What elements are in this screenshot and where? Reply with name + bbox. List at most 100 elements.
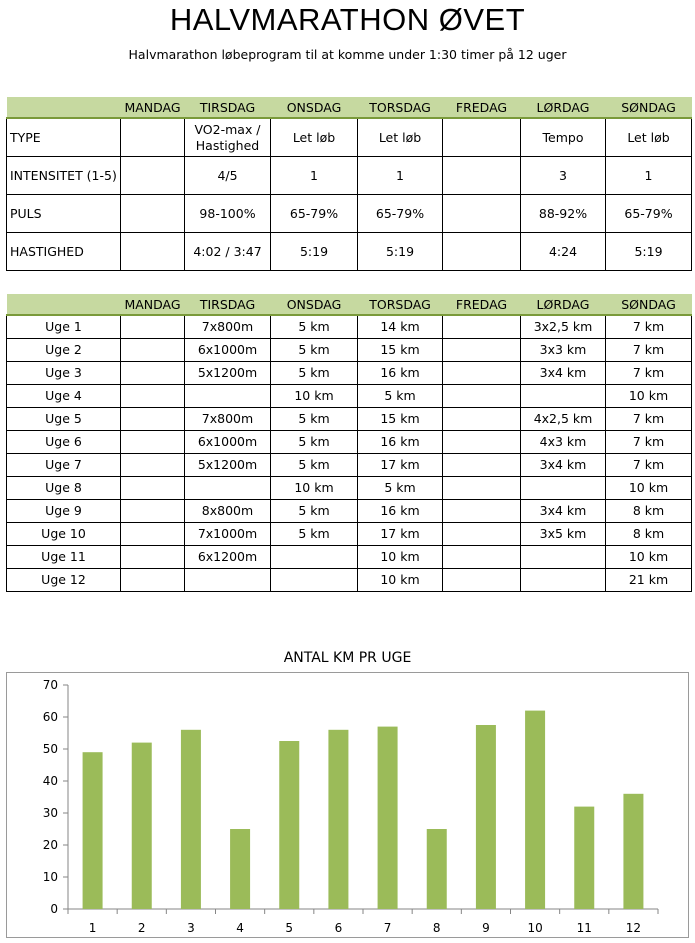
table-cell: 7 km	[605, 453, 692, 477]
row-label: HASTIGHED	[6, 232, 121, 271]
x-tick-label: 3	[187, 921, 195, 935]
table-cell: 1	[270, 156, 358, 195]
table-cell: 8 km	[605, 522, 692, 546]
table-cell: 6x1200m	[184, 545, 271, 569]
y-tick-label: 20	[43, 838, 58, 852]
table-cell: 5x1200m	[184, 361, 271, 385]
bar-week-6	[328, 729, 349, 909]
y-tick-label: 0	[50, 902, 58, 916]
x-tick-label: 10	[527, 921, 542, 935]
table-cell	[120, 156, 185, 195]
table-cell: 3x4 km	[520, 361, 606, 385]
x-tick-label: 5	[285, 921, 293, 935]
table-cell: 5:19	[270, 232, 358, 271]
table-cell	[120, 361, 185, 385]
table-row: Uge 12 10 km 21 km	[6, 568, 692, 592]
table-cell: 5 km	[270, 453, 358, 477]
table-row: HASTIGHED 4:02 / 3:47 5:19 5:19 4:24 5:19	[6, 232, 692, 271]
table-cell: 7 km	[605, 361, 692, 385]
x-tick-label: 9	[482, 921, 490, 935]
table-cell: VO2-max / Hastighed	[184, 117, 271, 157]
x-tick-label: 8	[433, 921, 441, 935]
table-row: Uge 8 10 km 5 km 10 km	[6, 476, 692, 500]
y-tick-label: 10	[43, 870, 58, 884]
page-subtitle: Halvmarathon løbeprogram til at komme un…	[128, 47, 567, 62]
table-cell: 3x4 km	[520, 453, 606, 477]
table-cell: 15 km	[357, 338, 443, 362]
table-row: Uge 6 6x1000m 5 km 16 km 4x3 km 7 km	[6, 430, 692, 454]
weeks-table: MANDAG TIRSDAG ONSDAG TORSDAG FREDAG LØRDAG SØ…	[6, 294, 692, 592]
table-row: Uge 3 5x1200m 5 km 16 km 3x4 km 7 km	[6, 361, 692, 385]
table-cell	[120, 232, 185, 271]
table-cell: 21 km	[605, 568, 692, 592]
table-cell: 10 km	[605, 476, 692, 500]
intensity-header-blank	[6, 97, 121, 119]
table-cell: 5 km	[270, 499, 358, 523]
row-label: INTENSITET (1-5)	[6, 156, 121, 195]
intensity-body: TYPE VO2-max / Hastighed Let løb Let løb Tem…	[6, 117, 692, 271]
bar-week-11	[574, 806, 595, 909]
table-cell	[442, 476, 521, 500]
row-label: PULS	[6, 194, 121, 233]
table-cell: 7x1000m	[184, 522, 271, 546]
table-cell: 3x3 km	[520, 338, 606, 362]
table-cell	[120, 568, 185, 592]
row-label: Uge 6	[6, 430, 121, 454]
row-label: Uge 7	[6, 453, 121, 477]
row-label: Uge 11	[6, 545, 121, 569]
bar-week-8	[426, 829, 447, 909]
weeks-header-day: TIRSDAG	[184, 294, 271, 316]
table-cell	[442, 568, 521, 592]
x-tick-label: 6	[335, 921, 343, 935]
row-label: Uge 3	[6, 361, 121, 385]
bar-week-9	[475, 725, 496, 909]
y-tick-label: 70	[43, 678, 58, 692]
table-row: TYPE VO2-max / Hastighed Let løb Let løb Tem…	[6, 117, 692, 157]
row-label: Uge 1	[6, 314, 121, 339]
table-cell: 7x800m	[184, 407, 271, 431]
table-cell	[520, 384, 606, 408]
table-cell: 5:19	[357, 232, 443, 271]
table-cell	[120, 407, 185, 431]
table-cell	[442, 430, 521, 454]
table-cell: 3x2,5 km	[520, 314, 606, 339]
table-cell	[442, 361, 521, 385]
table-cell: 5 km	[270, 314, 358, 339]
table-row: Uge 4 10 km 5 km 10 km	[6, 384, 692, 408]
bar-week-3	[180, 729, 201, 909]
page-title: HALVMARATHON ØVET	[169, 2, 526, 37]
intensity-table: MANDAG TIRSDAG ONSDAG TORSDAG FREDAG LØRDAG SØ…	[6, 97, 692, 271]
row-label: Uge 10	[6, 522, 121, 546]
bar-week-12	[623, 793, 644, 909]
weeks-header-blank	[6, 294, 121, 316]
table-cell: Let løb	[605, 117, 692, 157]
table-cell: 4:02 / 3:47	[184, 232, 271, 271]
table-cell	[270, 568, 358, 592]
intensity-header-day: ONSDAG	[270, 97, 358, 119]
table-cell	[442, 522, 521, 546]
table-cell: 17 km	[357, 522, 443, 546]
x-tick-label: 1	[89, 921, 97, 935]
table-cell	[442, 499, 521, 523]
bar-week-5	[279, 741, 300, 909]
table-cell: 10 km	[357, 545, 443, 569]
row-label: TYPE	[6, 117, 121, 157]
table-cell	[184, 384, 271, 408]
bar-week-10	[525, 710, 546, 909]
table-cell: 10 km	[270, 384, 358, 408]
y-tick-label: 60	[43, 710, 58, 724]
table-cell: 5:19	[605, 232, 692, 271]
y-tick-label: 40	[43, 774, 58, 788]
x-tick-label: 7	[384, 921, 392, 935]
table-cell: 5 km	[270, 407, 358, 431]
table-cell: 4:24	[520, 232, 606, 271]
table-cell: 16 km	[357, 499, 443, 523]
weeks-header-day: LØRDAG	[520, 294, 606, 316]
table-cell: 6x1000m	[184, 338, 271, 362]
table-row: Uge 5 7x800m 5 km 15 km 4x2,5 km 7 km	[6, 407, 692, 431]
intensity-header-day: TORSDAG	[357, 97, 443, 119]
table-cell: 10 km	[605, 384, 692, 408]
intensity-header-row: MANDAG TIRSDAG ONSDAG TORSDAG FREDAG LØRDAG SØ…	[6, 97, 692, 119]
chart-title: ANTAL KM PR UGE	[283, 650, 412, 666]
